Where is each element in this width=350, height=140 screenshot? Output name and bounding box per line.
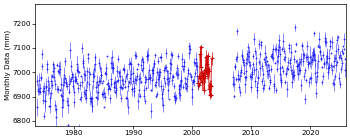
- Y-axis label: Monthly Data (mm): Monthly Data (mm): [4, 30, 10, 100]
